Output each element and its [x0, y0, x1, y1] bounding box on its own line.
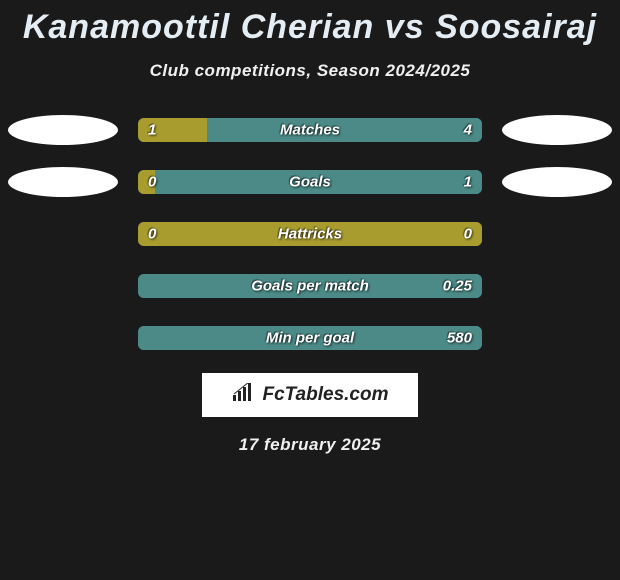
stat-bar: Matches 1 4	[138, 118, 482, 142]
stat-row: Hattricks 0 0	[0, 219, 620, 249]
comparison-title: Kanamoottil Cherian vs Soosairaj	[0, 0, 620, 47]
stat-value-right: 0	[464, 226, 472, 243]
player1-logo-ellipse	[8, 115, 118, 145]
stat-value-right: 1	[464, 174, 472, 191]
logo-text: FcTables.com	[262, 384, 388, 406]
stat-row: Matches 1 4	[0, 115, 620, 145]
stat-bar: Min per goal 580	[138, 326, 482, 350]
player2-logo-ellipse	[502, 115, 612, 145]
stat-row: Min per goal 580	[0, 323, 620, 353]
stat-row: Goals 0 1	[0, 167, 620, 197]
stat-label: Hattricks	[278, 226, 342, 243]
date-text: 17 february 2025	[0, 435, 620, 455]
stat-rows: Matches 1 4 Goals 0 1 Hattricks 0 0 Goals per mat…	[0, 115, 620, 353]
subtitle: Club competitions, Season 2024/2025	[0, 61, 620, 81]
stat-row: Goals per match 0.25	[0, 271, 620, 301]
stat-label: Matches	[280, 122, 340, 139]
stat-value-right: 580	[447, 330, 472, 347]
player2-logo-ellipse	[502, 167, 612, 197]
player1-name: Kanamoottil Cherian	[23, 8, 374, 46]
player1-logo-ellipse	[8, 167, 118, 197]
stat-label: Min per goal	[266, 330, 354, 347]
stat-value-right: 4	[464, 122, 472, 139]
stat-value-right: 0.25	[443, 278, 472, 295]
bars-chart-icon	[231, 383, 255, 408]
stat-label: Goals	[289, 174, 331, 191]
vs-text: vs	[385, 8, 425, 46]
stat-bar-right-segment	[207, 118, 482, 142]
stat-bar: Goals per match 0.25	[138, 274, 482, 298]
stat-value-left: 0	[148, 174, 156, 191]
logo-box[interactable]: FcTables.com	[202, 373, 418, 417]
stat-value-left: 0	[148, 226, 156, 243]
stat-bar: Hattricks 0 0	[138, 222, 482, 246]
stat-value-left: 1	[148, 122, 156, 139]
stat-label: Goals per match	[251, 278, 369, 295]
stat-bar: Goals 0 1	[138, 170, 482, 194]
player2-name: Soosairaj	[435, 8, 597, 46]
